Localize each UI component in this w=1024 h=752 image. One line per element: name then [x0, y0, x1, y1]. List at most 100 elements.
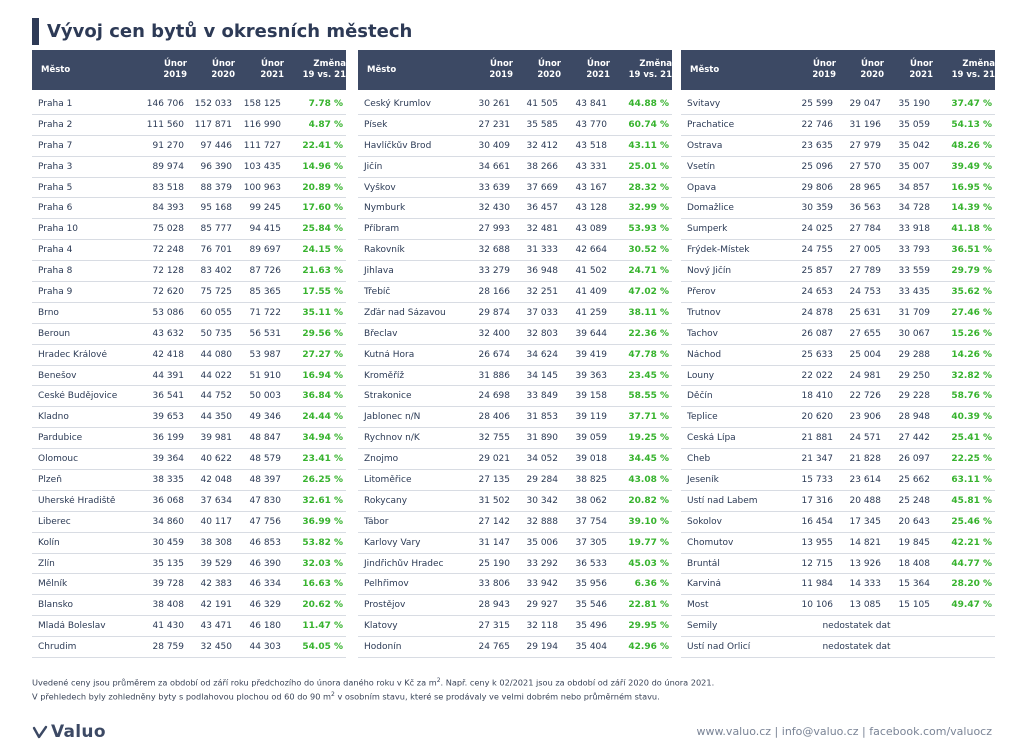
table-row: Třebíč 28 166 32 251 41 409 47.02 % [358, 282, 672, 303]
price-feb-2019: 32 400 [478, 328, 511, 339]
city-name: Tábor [364, 516, 389, 527]
city-name: Domažlice [687, 203, 734, 214]
price-feb-2019: 89 974 [152, 161, 185, 172]
price-feb-2019: 72 128 [152, 266, 185, 277]
price-feb-2021: 46 329 [249, 600, 282, 611]
price-feb-2021: 37 305 [575, 537, 608, 548]
price-feb-2019: 43 632 [152, 328, 185, 339]
table-row: Jeseník 15 733 23 614 25 662 63.11 % [681, 470, 995, 491]
price-feb-2020: 35 006 [526, 537, 559, 548]
price-change: 24.71 % [628, 266, 669, 277]
price-feb-2021: 44 303 [249, 642, 282, 653]
price-feb-2021: 56 531 [249, 328, 282, 339]
price-feb-2020: 14 821 [849, 537, 882, 548]
price-feb-2020: 41 505 [526, 98, 559, 109]
price-feb-2021: 47 756 [249, 516, 282, 527]
price-change: 22.81 % [628, 600, 669, 611]
price-feb-2019: 32 755 [478, 433, 511, 444]
city-name: Pelhřimov [364, 579, 409, 590]
city-name: Kladno [38, 412, 69, 423]
page-title: Vývoj cen bytů v okresních městech [47, 20, 413, 42]
price-feb-2021: 28 948 [898, 412, 931, 423]
price-change: 38.11 % [628, 307, 669, 318]
price-feb-2019: 36 541 [152, 391, 185, 402]
city-name: Uherské Hradiště [38, 495, 116, 506]
table-row: Domažlice 30 359 36 563 34 728 14.39 % [681, 198, 995, 220]
header-change: Změna 19 vs. 21 [628, 59, 672, 80]
price-feb-2021: 46 853 [249, 537, 282, 548]
price-feb-2020: 97 446 [200, 140, 233, 151]
price-feb-2020: 32 803 [526, 328, 559, 339]
price-change: 54.05 % [302, 642, 343, 653]
price-feb-2020: 25 004 [849, 349, 882, 360]
price-change: 29.79 % [951, 266, 992, 277]
price-feb-2019: 33 279 [478, 266, 511, 277]
price-feb-2020: 39 529 [200, 558, 233, 569]
price-feb-2019: 23 635 [801, 140, 834, 151]
price-feb-2021: 42 664 [575, 245, 608, 256]
table-row: Praha 5 83 518 88 379 100 963 20.89 % [32, 178, 346, 199]
table-row: Svitavy 25 599 29 047 35 190 37.47 % [681, 94, 995, 115]
table-row: Mladá Boleslav 41 430 43 471 46 180 11.47 % [32, 616, 346, 638]
header-feb2020: Únor 2020 [860, 59, 884, 80]
table-row: Strakonice 24 698 33 849 39 158 58.55 % [358, 386, 672, 408]
price-change: 47.78 % [628, 349, 669, 360]
price-feb-2021: 87 726 [249, 266, 282, 277]
price-change: 19.25 % [628, 433, 669, 444]
price-change: 22.41 % [302, 140, 343, 151]
price-feb-2021: 35 496 [575, 621, 608, 632]
city-name: Hodonín [364, 642, 402, 653]
price-feb-2021: 39 158 [575, 391, 608, 402]
price-feb-2019: 30 261 [478, 98, 511, 109]
city-name: Karlovy Vary [364, 537, 421, 548]
price-feb-2019: 42 418 [152, 349, 185, 360]
price-change: 23.45 % [628, 370, 669, 381]
price-feb-2020: 33 849 [526, 391, 559, 402]
price-feb-2020: 96 390 [200, 161, 233, 172]
city-name: Praha 4 [38, 245, 73, 256]
price-feb-2021: 38 825 [575, 474, 608, 485]
price-feb-2020: 32 251 [526, 286, 559, 297]
price-feb-2019: 11 984 [801, 579, 834, 590]
city-name: Chomutov [687, 537, 734, 548]
price-feb-2019: 72 248 [152, 245, 185, 256]
header-feb2021: Únor 2021 [909, 59, 933, 80]
price-change: 36.84 % [302, 391, 343, 402]
header-city: Město [41, 65, 71, 75]
city-name: Praha 1 [38, 98, 73, 109]
price-feb-2021: 48 579 [249, 454, 282, 465]
price-change: 24.44 % [302, 412, 343, 423]
price-feb-2019: 72 620 [152, 286, 185, 297]
price-change: 32.61 % [302, 495, 343, 506]
price-feb-2020: 32 412 [526, 140, 559, 151]
price-feb-2020: 43 471 [200, 621, 233, 632]
price-feb-2020: 38 266 [526, 161, 559, 172]
price-feb-2021: 38 062 [575, 495, 608, 506]
table-row: Praha 4 72 248 76 701 89 697 24.15 % [32, 240, 346, 262]
price-change: 16.63 % [302, 579, 343, 590]
table-row: Klatovy 27 315 32 118 35 496 29.95 % [358, 616, 672, 638]
price-feb-2019: 24 653 [801, 286, 834, 297]
price-feb-2021: 47 830 [249, 495, 282, 506]
price-change: 58.76 % [951, 391, 992, 402]
price-feb-2021: 34 728 [898, 203, 931, 214]
price-change: 16.94 % [302, 370, 343, 381]
city-name: Blansko [38, 600, 73, 611]
city-name: Sokolov [687, 516, 722, 527]
price-feb-2019: 29 806 [801, 182, 834, 193]
price-change: 45.03 % [628, 558, 669, 569]
price-feb-2021: 41 259 [575, 307, 608, 318]
city-name: Prachatice [687, 119, 735, 130]
price-feb-2021: 39 363 [575, 370, 608, 381]
price-feb-2019: 31 886 [478, 370, 511, 381]
price-feb-2021: 43 770 [575, 119, 608, 130]
table-row: Praha 1 146 706 152 033 158 125 7.78 % [32, 94, 346, 115]
price-feb-2021: 39 644 [575, 328, 608, 339]
price-feb-2021: 89 697 [249, 245, 282, 256]
price-feb-2020: 31 333 [526, 245, 559, 256]
price-feb-2021: 99 245 [249, 203, 282, 214]
city-name: Děčín [687, 391, 713, 402]
price-feb-2019: 91 270 [152, 140, 185, 151]
price-change: 16.95 % [951, 182, 992, 193]
table-row: Karlovy Vary 31 147 35 006 37 305 19.77 % [358, 533, 672, 554]
